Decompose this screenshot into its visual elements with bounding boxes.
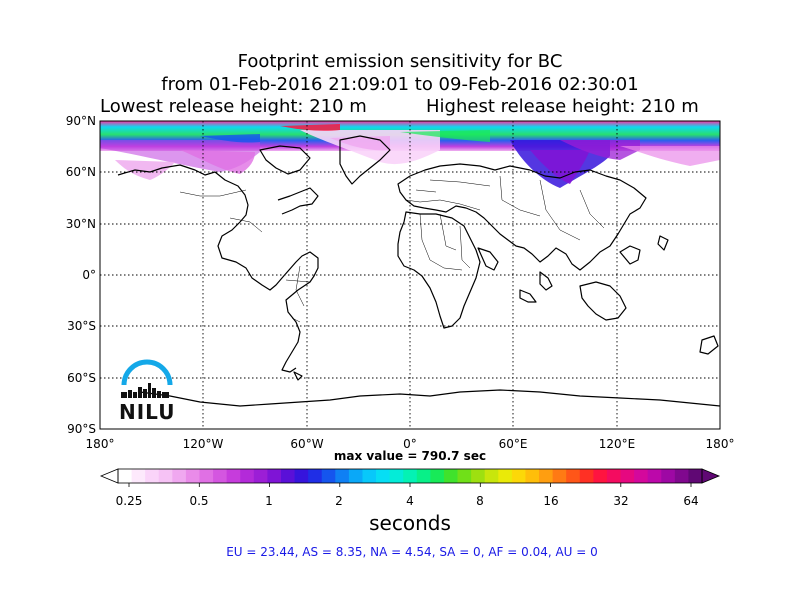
colorbar-tick-label: 8: [476, 494, 484, 508]
colorbar-cell: [376, 469, 391, 483]
lon-label-180w: 180°: [85, 437, 115, 451]
logo-arc: [121, 359, 173, 386]
colorbar-cell: [552, 469, 567, 483]
lon-label-120e: 120°E: [598, 437, 636, 451]
colorbar-cell: [661, 469, 676, 483]
colorbar-tick-label: 64: [683, 494, 699, 508]
lon-label-120w: 120°W: [182, 437, 224, 451]
lat-label-30s: 30°S: [67, 319, 96, 333]
colorbar-tick-label: 16: [543, 494, 559, 508]
highest-release-height: Highest release height: 210 m: [426, 96, 699, 117]
colorbar-cell: [525, 469, 540, 483]
colorbar-cell: [674, 469, 689, 483]
colorbar-tick-label: 2: [335, 494, 343, 508]
nilu-logo-text: NILU: [119, 400, 176, 424]
colorbar-cell: [226, 469, 241, 483]
colorbar-cell: [579, 469, 594, 483]
colorbar-cell: [416, 469, 431, 483]
colorbar-cell: [634, 469, 649, 483]
colorbar: [118, 469, 703, 483]
map-frame: [99, 120, 721, 430]
colorbar-tick-label: 1: [265, 494, 273, 508]
colorbar-max-arrow: [701, 468, 721, 484]
title-line-1: Footprint emission sensitivity for BC: [237, 51, 563, 72]
colorbar-cell: [484, 469, 499, 483]
lon-label-60e: 60°E: [498, 437, 528, 451]
colorbar-min-arrow: [99, 468, 119, 484]
colorbar-tick-label: 32: [613, 494, 629, 508]
colorbar-cell: [172, 469, 187, 483]
colorbar-cell: [606, 469, 621, 483]
colorbar-tickmarks: [128, 483, 692, 487]
max-value-label: max value = 790.7 sec: [333, 449, 487, 463]
colorbar-tick-label: 0.25: [115, 494, 143, 508]
lon-label-0: 0°: [403, 437, 417, 451]
colorbar-cell: [185, 469, 200, 483]
colorbar-cell: [335, 469, 350, 483]
lat-label-60n: 60°N: [65, 165, 96, 179]
colorbar-tick-label: 4: [406, 494, 414, 508]
colorbar-cell: [199, 469, 214, 483]
colorbar-cell: [647, 469, 662, 483]
colorbar-cell: [688, 469, 703, 483]
colorbar-cell: [253, 469, 268, 483]
colorbar-cell: [308, 469, 323, 483]
region-stats: EU = 23.44, AS = 8.35, NA = 4.54, SA = 0…: [226, 545, 598, 559]
colorbar-cell: [267, 469, 282, 483]
colorbar-cell: [348, 469, 363, 483]
colorbar-cell: [498, 469, 513, 483]
graticule: [100, 121, 720, 429]
colorbar-cell: [471, 469, 486, 483]
colorbar-cell: [389, 469, 404, 483]
colorbar-cell: [240, 469, 255, 483]
colorbar-cell: [158, 469, 173, 483]
logo-skyline: [121, 383, 169, 398]
colorbar-cell: [403, 469, 418, 483]
colorbar-cell: [457, 469, 472, 483]
lowest-release-height: Lowest release height: 210 m: [100, 96, 367, 117]
lon-label-60w: 60°W: [290, 437, 324, 451]
colorbar-cell: [593, 469, 608, 483]
colorbar-cell: [620, 469, 635, 483]
colorbar-cell: [294, 469, 309, 483]
colorbar-cell: [131, 469, 146, 483]
colorbar-cell: [280, 469, 295, 483]
lat-label-90n: 90°N: [65, 114, 96, 128]
country-borders: [179, 175, 605, 323]
colorbar-cell: [213, 469, 228, 483]
colorbar-cell: [511, 469, 526, 483]
colorbar-cell: [539, 469, 553, 483]
colorbar-cell: [145, 469, 160, 483]
nilu-logo: [121, 359, 173, 398]
colorbar-cell: [321, 469, 336, 483]
lon-label-180e: 180°: [705, 437, 735, 451]
colorbar-cell: [118, 469, 132, 483]
colorbar-tick-label: 0.5: [189, 494, 209, 508]
colorbar-unit-label: seconds: [369, 511, 451, 535]
colorbar-cell: [430, 469, 445, 483]
title-line-2: from 01-Feb-2016 21:09:01 to 09-Feb-2016…: [161, 74, 639, 95]
colorbar-cell: [566, 469, 581, 483]
colorbar-cell: [443, 469, 458, 483]
lat-label-0: 0°: [82, 268, 96, 282]
colorbar-cell: [362, 469, 377, 483]
coastlines: [117, 135, 720, 407]
lat-label-90s: 90°S: [67, 422, 96, 436]
lat-label-60s: 60°S: [67, 371, 96, 385]
lat-label-30n: 30°N: [65, 217, 96, 231]
